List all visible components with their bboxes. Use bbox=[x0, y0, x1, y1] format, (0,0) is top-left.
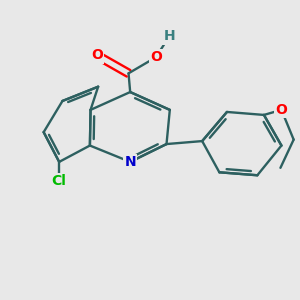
Text: Cl: Cl bbox=[52, 174, 67, 188]
Text: H: H bbox=[163, 29, 175, 44]
Text: O: O bbox=[275, 103, 287, 117]
Text: O: O bbox=[150, 50, 162, 64]
Text: O: O bbox=[91, 49, 103, 62]
Text: N: N bbox=[124, 155, 136, 169]
